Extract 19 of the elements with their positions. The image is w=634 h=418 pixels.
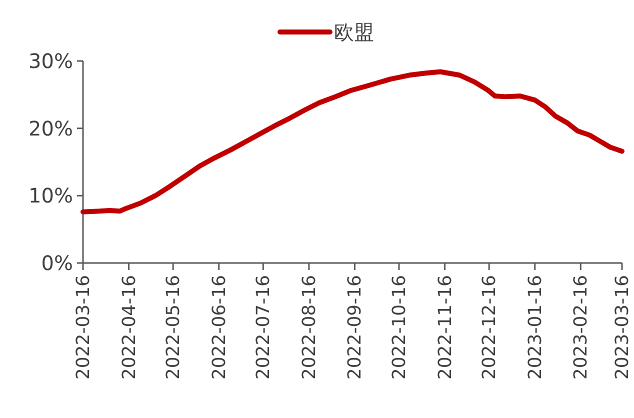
x-tick-label: 2022-12-16 bbox=[479, 275, 500, 380]
x-tick-label: 2022-11-16 bbox=[434, 275, 456, 380]
y-tick-label: 30% bbox=[28, 49, 73, 73]
x-tick-label: 2023-03-16 bbox=[612, 275, 633, 380]
x-tick-label: 2022-03-16 bbox=[73, 275, 94, 380]
legend: 欧盟 bbox=[278, 20, 374, 44]
y-tick-label: 10% bbox=[28, 184, 73, 208]
x-tick-label: 2022-08-16 bbox=[298, 275, 320, 380]
x-tick-label: 2023-02-16 bbox=[570, 275, 592, 380]
x-tick-label: 2022-05-16 bbox=[163, 275, 184, 380]
x-tick-label: 2022-07-16 bbox=[253, 275, 274, 380]
y-tick-label: 20% bbox=[28, 116, 73, 140]
legend-label: 欧盟 bbox=[334, 20, 374, 44]
x-tick-label: 2023-01-16 bbox=[524, 275, 546, 380]
x-tick-label: 2022-10-16 bbox=[389, 275, 410, 380]
x-tick-label: 2022-04-16 bbox=[118, 275, 140, 380]
x-tick-label: 2022-06-16 bbox=[208, 275, 230, 380]
y-tick-label: 0% bbox=[41, 251, 73, 275]
x-tick-label: 2022-09-16 bbox=[344, 275, 366, 380]
